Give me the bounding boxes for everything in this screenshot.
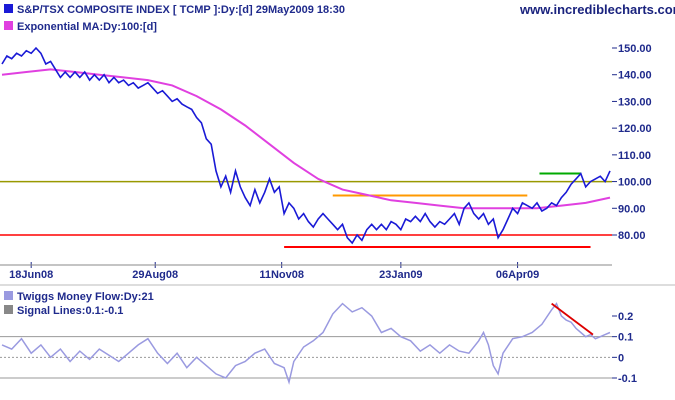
price-xtick-label: 06Apr09 [496, 269, 539, 281]
tmf-gridlines [0, 336, 612, 379]
price-xtick-label: 29Aug08 [132, 269, 178, 281]
price-ytick-label: 140.00 [618, 70, 652, 82]
tmf-title: Twiggs Money Flow:Dy:21 [17, 291, 154, 303]
price-series [1, 46, 611, 245]
price-xtick-label: 18Jun08 [9, 269, 53, 281]
price-title: S&P/TSX COMPOSITE INDEX [ TCMP ]:Dy:[d] … [17, 4, 345, 16]
price-xtick-label: 11Nov08 [259, 269, 304, 281]
price-ytick-label: 80.00 [618, 230, 646, 242]
tmf-ytick-label: 0 [618, 352, 624, 364]
price-y-axis: 80.00 90.00 100.00 110.00 120.00 130.00 140.00… [612, 43, 652, 242]
price-ytick-label: 110.00 [618, 150, 651, 162]
site-url[interactable]: www.incrediblecharts.com [519, 2, 675, 17]
price-ytick-label: 130.00 [618, 96, 652, 108]
signal-title: Signal Lines:0.1:-0.1 [17, 305, 123, 317]
tmf-ytick-label: 0.2 [618, 311, 633, 323]
ema-title-marker [4, 21, 13, 30]
tmf-trendline [551, 302, 594, 336]
ema-title: Exponential MA:Dy:100:[d] [17, 21, 157, 33]
tmf-line [1, 302, 611, 385]
price-title-marker [4, 4, 13, 13]
price-ytick-label: 120.00 [618, 123, 652, 135]
price-ytick-label: 150.00 [618, 43, 652, 55]
price-panel-frame [0, 0, 612, 282]
price-line [1, 46, 611, 245]
tmf-title-marker [4, 291, 13, 300]
tmf-ytick-label: -0.1 [618, 373, 637, 385]
price-xtick-label: 23Jan09 [379, 269, 422, 281]
tmf-series [1, 302, 611, 385]
price-ytick-label: 100.00 [618, 177, 652, 189]
tmf-y-axis: -0.1 0 0.1 0.2 [612, 311, 637, 385]
tmf-ytick-label: 0.1 [618, 332, 633, 344]
signal-title-marker [4, 305, 13, 314]
price-ytick-label: 90.00 [618, 203, 646, 215]
price-x-axis: 18Jun08 29Aug08 11Nov08 23Jan09 06Apr09 [0, 262, 612, 281]
